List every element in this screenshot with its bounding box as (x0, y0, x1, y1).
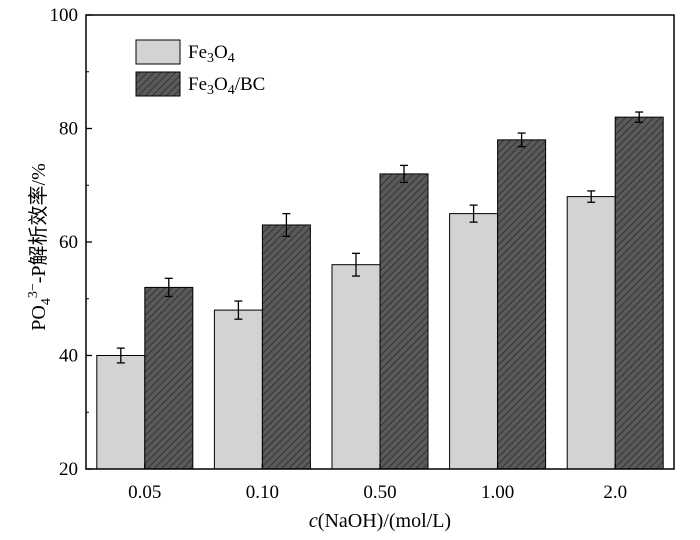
y-tick-label: 100 (50, 5, 79, 26)
legend: Fe3O4 Fe3O4/BC (135, 39, 265, 98)
bar-fe3o4-bc-3 (497, 139, 547, 470)
error-bar-fe3o4-1 (234, 300, 243, 320)
error-bar-fe3o4-2 (352, 252, 360, 277)
bar-fe3o4-0 (96, 355, 146, 470)
x-tick-label: 2.0 (603, 482, 627, 503)
x-tick-label: 0.05 (128, 482, 161, 503)
x-tick-label: 1.00 (481, 482, 514, 503)
legend-label-fe3o4: Fe3O4 (188, 42, 235, 66)
bar-fe3o4-1 (213, 309, 263, 470)
error-bar-fe3o4-bc-1 (282, 212, 291, 237)
bar-fe3o4-bc-0 (144, 286, 194, 470)
bar-fe3o4-bc-2 (379, 173, 429, 470)
error-bar-fe3o4-3 (469, 204, 478, 223)
error-bar-fe3o4-bc-0 (164, 277, 173, 298)
y-tick-label: 60 (59, 232, 78, 253)
y-tick-label: 80 (59, 119, 78, 140)
y-tick-label: 40 (59, 346, 78, 367)
legend-swatch-fe3o4 (135, 39, 181, 65)
bar-fe3o4-bc-4 (614, 116, 664, 470)
bar-fe3o4-2 (331, 264, 381, 470)
error-bar-fe3o4-bc-2 (400, 164, 408, 184)
bar-fe3o4-3 (449, 213, 499, 470)
x-tick-label: 0.50 (363, 482, 396, 503)
y-axis-title: PO43−-P解析效率/% (26, 163, 54, 330)
bar-fe3o4-4 (566, 196, 616, 470)
error-bar-fe3o4-4 (587, 190, 596, 203)
legend-label-fe3o4-bc: Fe3O4/BC (188, 74, 265, 98)
error-bar-fe3o4-bc-3 (517, 132, 526, 148)
x-axis-title: c(NaOH)/(mol/L) (309, 510, 451, 532)
y-tick-label: 20 (59, 459, 78, 480)
bar-fe3o4-bc-1 (261, 224, 311, 470)
error-bar-fe3o4-0 (116, 347, 125, 364)
x-tick-label: 0.10 (246, 482, 279, 503)
error-bar-fe3o4-bc-4 (635, 111, 644, 123)
legend-swatch-fe3o4-bc (135, 71, 181, 97)
